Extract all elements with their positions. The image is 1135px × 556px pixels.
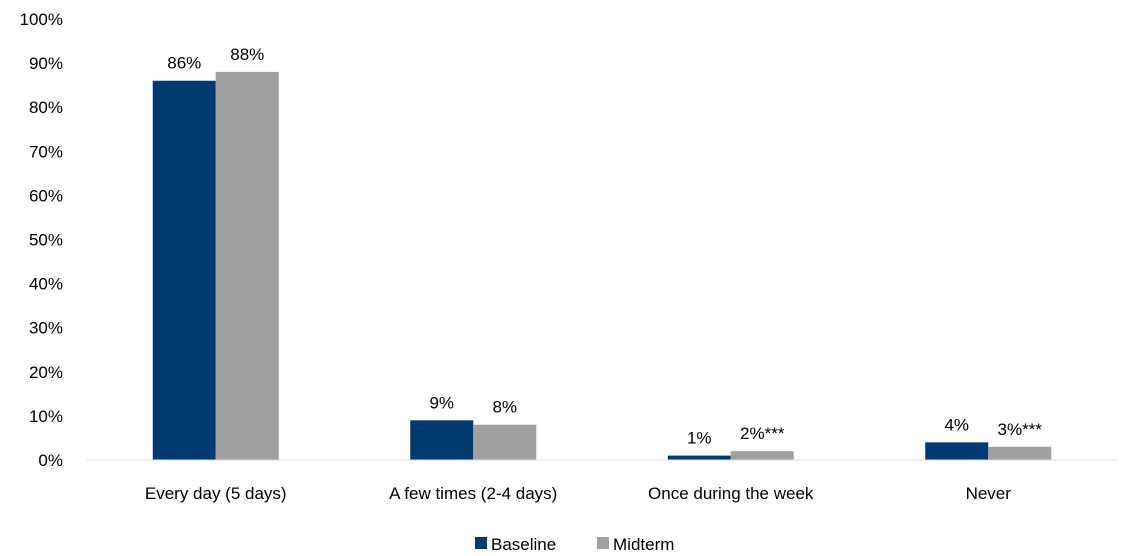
data-label-baseline-3: 4% bbox=[944, 415, 969, 434]
y-tick-label: 10% bbox=[29, 407, 63, 426]
data-label-baseline-1: 9% bbox=[429, 393, 454, 412]
x-tick-label: Every day (5 days) bbox=[145, 484, 287, 503]
x-axis-ticks: Every day (5 days) A few times (2-4 days)… bbox=[145, 484, 1011, 503]
bars bbox=[152, 71, 1052, 461]
data-label-midterm-1: 8% bbox=[492, 398, 517, 417]
bar-midterm-3 bbox=[988, 446, 1052, 460]
legend-swatch-baseline bbox=[475, 537, 487, 549]
data-labels: 86% 88% 9% 8% 1% 2%*** 4% 3%*** bbox=[167, 45, 1042, 448]
bar-baseline-1 bbox=[410, 420, 474, 460]
legend-label-baseline: Baseline bbox=[491, 535, 556, 554]
y-tick-label: 20% bbox=[29, 363, 63, 382]
y-tick-label: 70% bbox=[29, 142, 63, 161]
y-tick-label: 50% bbox=[29, 231, 63, 250]
y-tick-label: 80% bbox=[29, 98, 63, 117]
bar-midterm-1 bbox=[473, 424, 537, 460]
x-tick-label: Once during the week bbox=[648, 484, 814, 503]
y-tick-label: 0% bbox=[38, 451, 63, 470]
y-tick-label: 30% bbox=[29, 319, 63, 338]
bar-midterm-2 bbox=[730, 451, 794, 460]
bar-baseline-2 bbox=[667, 455, 731, 460]
bar-baseline-3 bbox=[925, 442, 989, 460]
data-label-baseline-2: 1% bbox=[687, 429, 712, 448]
data-label-baseline-0: 86% bbox=[167, 54, 201, 73]
legend-swatch-midterm bbox=[597, 537, 609, 549]
data-label-midterm-3: 3%*** bbox=[998, 420, 1043, 439]
x-tick-label: Never bbox=[966, 484, 1012, 503]
x-tick-label: A few times (2-4 days) bbox=[389, 484, 557, 503]
bar-midterm-0 bbox=[215, 71, 279, 461]
y-tick-label: 90% bbox=[29, 54, 63, 73]
y-tick-label: 100% bbox=[20, 10, 63, 29]
data-label-midterm-0: 88% bbox=[230, 45, 264, 64]
y-tick-label: 60% bbox=[29, 186, 63, 205]
legend-label-midterm: Midterm bbox=[613, 535, 674, 554]
y-axis-ticks: 0% 10% 20% 30% 40% 50% 60% 70% 80% 90% 100% bbox=[20, 10, 63, 470]
y-tick-label: 40% bbox=[29, 275, 63, 294]
data-label-midterm-2: 2%*** bbox=[740, 424, 785, 443]
legend: Baseline Midterm bbox=[475, 535, 674, 554]
bar-baseline-0 bbox=[152, 80, 216, 461]
